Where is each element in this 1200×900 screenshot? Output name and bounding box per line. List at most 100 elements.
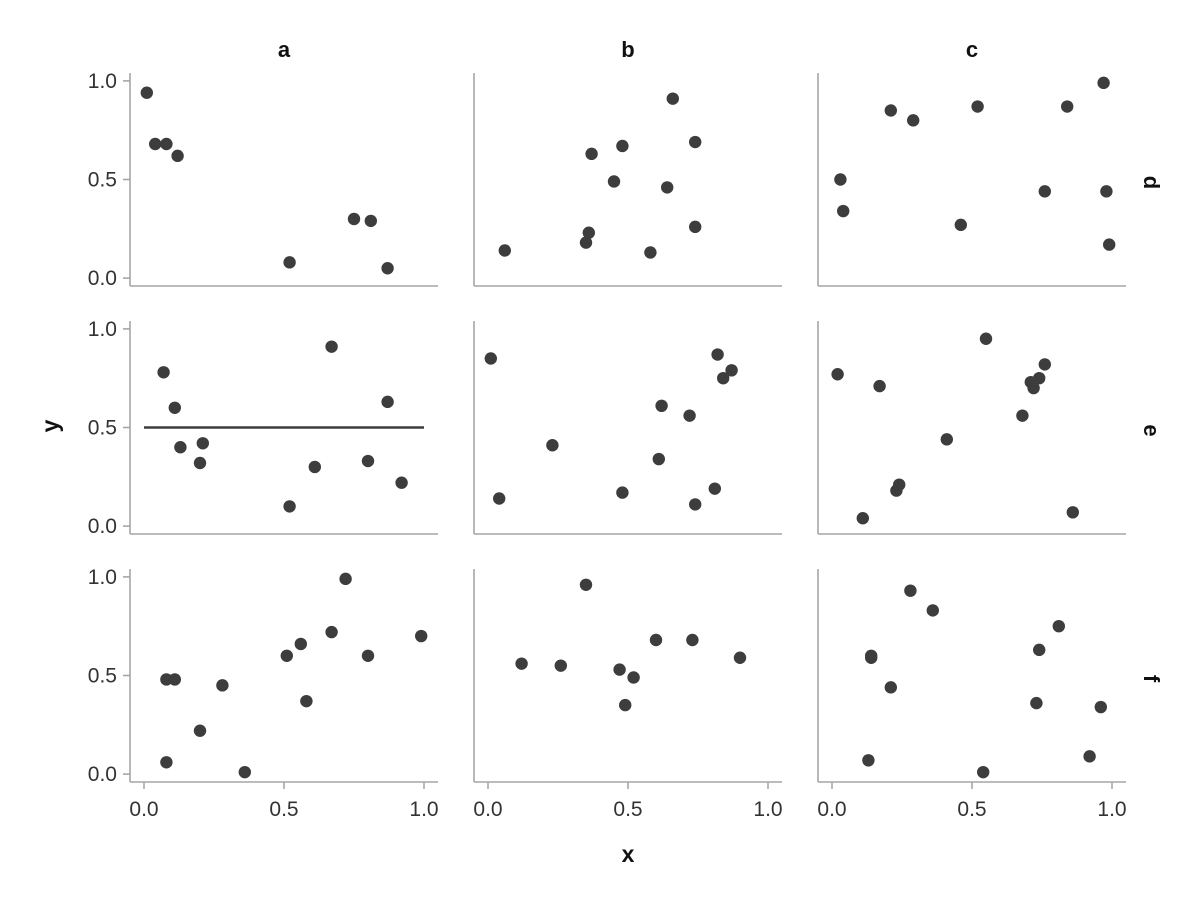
data-point [1033, 643, 1046, 657]
y-tick-label: 1.0 [88, 566, 117, 589]
data-point [168, 673, 181, 686]
data-point [649, 633, 663, 647]
data-point [1094, 700, 1108, 714]
y-tick-label: 0.5 [88, 169, 117, 192]
data-point [546, 439, 559, 452]
data-point [395, 476, 408, 489]
data-point [381, 262, 394, 275]
data-point [733, 651, 747, 664]
panel-c-d [817, 73, 1126, 287]
data-point [280, 649, 293, 662]
data-point [862, 754, 875, 767]
panel-a-e: 0.0 0.5 1.0 [88, 318, 438, 538]
data-point [493, 492, 506, 505]
data-point [884, 104, 897, 117]
data-point [1030, 696, 1043, 710]
data-point [283, 256, 296, 269]
panel-c-f: 0.0 0.5 1.0 [817, 569, 1127, 821]
x-tick-label: 0.0 [129, 798, 158, 821]
data-point [1097, 76, 1110, 90]
y-tick-label: 0.0 [88, 267, 117, 290]
data-point [831, 368, 844, 381]
data-point [325, 340, 338, 353]
data-point [308, 460, 321, 474]
x-tick-label: 0.5 [957, 798, 986, 821]
y-tick-label: 1.0 [88, 70, 117, 93]
data-point [717, 371, 730, 385]
y-tick-label: 1.0 [88, 318, 117, 341]
data-point [607, 175, 621, 188]
x-tick-label: 0.0 [473, 798, 502, 821]
data-point [174, 441, 187, 454]
y-tick-label: 0.5 [88, 665, 117, 688]
data-point [283, 500, 296, 513]
data-point [361, 454, 375, 468]
data-point [1033, 371, 1046, 385]
facet-row-label-e: e [1139, 424, 1164, 436]
x-tick-label: 0.0 [817, 798, 846, 821]
facet-col-label-a: a [278, 37, 291, 62]
y-tick-label: 0.0 [88, 763, 117, 786]
data-point [689, 498, 702, 511]
data-point [216, 679, 229, 692]
facet-row-label-f: f [1139, 675, 1164, 683]
data-point [683, 409, 696, 422]
data-point [160, 137, 173, 151]
panel-a-d: 0.0 0.5 1.0 [88, 70, 438, 290]
data-point [1027, 381, 1040, 395]
data-point [160, 756, 173, 769]
data-point [157, 366, 170, 379]
y-tick-label: 0.0 [88, 515, 117, 538]
x-tick-label: 0.5 [613, 798, 642, 821]
data-point [193, 724, 207, 737]
data-point [977, 765, 990, 779]
data-point [582, 226, 595, 239]
data-point [171, 149, 184, 163]
data-point [926, 604, 939, 617]
panel-a-f: 0.0 0.5 1.0 0.0 0.5 1.0 [88, 566, 439, 821]
data-point [196, 437, 209, 450]
data-point [907, 114, 920, 127]
x-axis-title: x [622, 841, 635, 867]
data-point [708, 482, 721, 495]
data-point [725, 364, 738, 377]
data-point [884, 681, 897, 694]
data-point [238, 765, 251, 779]
data-point [619, 698, 632, 712]
y-axis-title: y [37, 419, 63, 432]
data-point [711, 348, 724, 361]
data-point [893, 478, 906, 491]
data-point [644, 246, 657, 259]
data-point [954, 218, 967, 232]
data-point [300, 694, 313, 708]
data-point [361, 649, 375, 662]
data-point [1038, 358, 1052, 371]
data-point [168, 401, 181, 414]
data-point [655, 399, 668, 413]
data-point [1016, 409, 1029, 422]
data-point [1038, 185, 1052, 198]
data-point [1052, 619, 1066, 633]
data-point [364, 214, 377, 228]
data-point [979, 332, 993, 345]
data-point [873, 379, 886, 393]
data-point [381, 395, 394, 409]
facet-col-label-c: c [966, 37, 978, 62]
x-tick-label: 1.0 [409, 798, 438, 821]
data-point [1066, 506, 1080, 519]
panel-b-f: 0.0 0.5 1.0 [473, 569, 783, 821]
data-point [1103, 238, 1116, 251]
data-point [865, 649, 878, 662]
facet-col-label-b: b [621, 37, 634, 62]
data-point [554, 659, 567, 672]
data-point [904, 584, 917, 597]
data-point [856, 512, 869, 525]
data-point [1061, 100, 1074, 113]
data-point [652, 452, 665, 466]
data-point [515, 657, 528, 670]
data-point [616, 486, 629, 499]
panel-b-e [473, 321, 782, 535]
x-tick-label: 0.5 [269, 798, 298, 821]
data-point [579, 236, 593, 249]
